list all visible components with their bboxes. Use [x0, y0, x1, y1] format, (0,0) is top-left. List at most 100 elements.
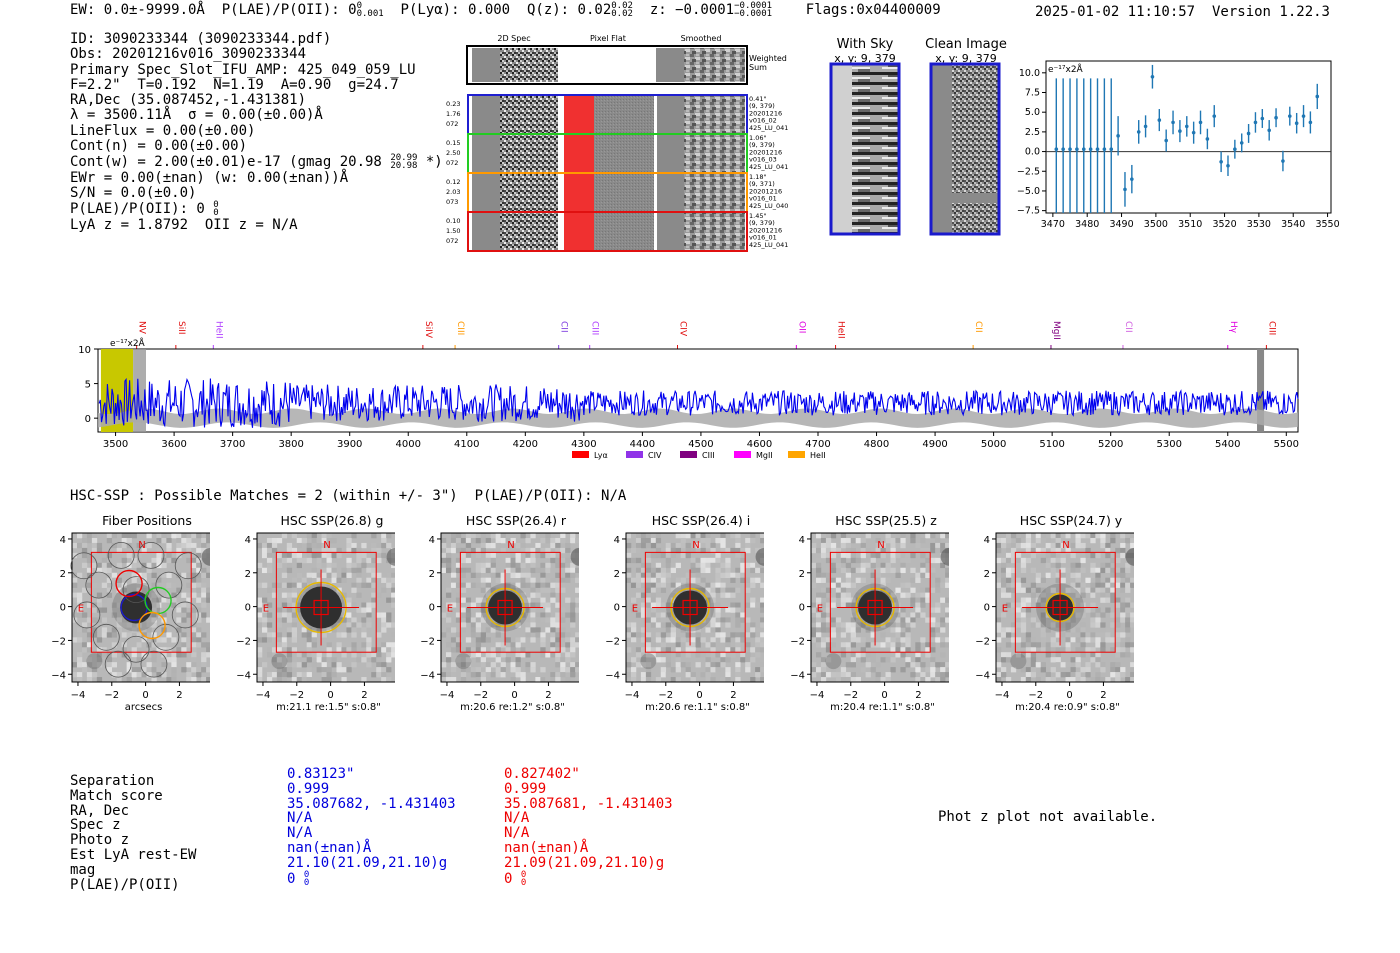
hsc-pixel: [735, 677, 741, 683]
hsc-pixel: [750, 657, 756, 663]
hsc-pixel: [495, 577, 501, 583]
center-box: [313, 599, 329, 616]
hsc-pixel: [465, 582, 472, 588]
hsc-pixel: [191, 572, 197, 578]
hsc-pixel: [555, 642, 561, 648]
hsc-pixel: [445, 627, 452, 633]
hsc-pixel: [101, 627, 108, 633]
hsc-pixel: [900, 557, 906, 564]
hsc-pixel: [391, 597, 395, 603]
hsc-pixel: [645, 602, 652, 608]
hsc-pixel: [670, 552, 676, 559]
hsc-pixel: [830, 567, 837, 574]
hsc-pixel: [710, 677, 716, 683]
hsc-pixel: [1000, 592, 1007, 598]
hsc-pixel: [470, 667, 477, 673]
hsc-pixel: [925, 617, 931, 623]
y-tick-label: −4: [605, 670, 620, 681]
hsc-pixel: [286, 557, 293, 564]
hsc-pixel: [675, 577, 681, 583]
hsc-pixel: [530, 577, 536, 583]
hsc-pixel: [835, 587, 842, 593]
hsc-pixel: [735, 602, 741, 608]
cutout-smoothed: [684, 96, 745, 133]
hsc-pixel: [480, 587, 486, 593]
hsc-pixel: [326, 672, 332, 678]
hsc-pixel: [845, 642, 852, 648]
hsc-pixel: [645, 562, 652, 569]
hsc-pixel: [441, 567, 447, 574]
hsc-pixel: [266, 557, 273, 564]
hsc-pixel: [560, 607, 566, 613]
hsc-pixel: [910, 612, 916, 618]
hsc-pixel: [885, 567, 891, 574]
hsc-panel-title: HSC SSP(26.8) g: [281, 513, 384, 528]
hsc-pixel: [545, 582, 551, 588]
hsc-pixel: [530, 637, 536, 643]
hsc-pixel: [286, 542, 293, 549]
hsc-pixel: [196, 607, 202, 613]
hsc-pixel: [915, 542, 921, 549]
hsc-pixel: [281, 617, 288, 623]
x-tick-label: −4: [71, 690, 86, 701]
cutout-right-label: v016_02: [749, 117, 777, 125]
hsc-pixel: [376, 542, 382, 549]
hsc-pixel: [1085, 552, 1091, 559]
hsc-pixel: [825, 672, 832, 678]
hsc-pixel: [710, 587, 716, 593]
hsc-pixel: [321, 657, 327, 663]
hsc-pixel: [1055, 557, 1061, 564]
hsc-pixel: [815, 667, 822, 673]
hsc-pixel: [86, 672, 93, 678]
hsc-pixel: [296, 607, 302, 613]
hsc-pixel: [196, 577, 202, 583]
cutout-flat: [594, 174, 654, 211]
hsc-pixel: [156, 547, 162, 554]
hsc-pixel: [271, 547, 278, 554]
hsc-pixel: [945, 617, 949, 623]
hsc-pixel: [835, 627, 842, 633]
hsc-pixel: [505, 637, 511, 643]
hsc-pixel: [495, 672, 501, 678]
hsc-pixel: [1090, 567, 1096, 574]
hsc-pixel: [530, 652, 536, 658]
hsc-pixel: [830, 562, 837, 569]
hsc-pixel: [86, 637, 93, 643]
hsc-pixel: [915, 662, 921, 668]
hsc-pixel: [1105, 637, 1111, 643]
hsc-pixel: [1085, 607, 1091, 613]
hsc-pixel: [1055, 642, 1061, 648]
hsc-pixel: [895, 552, 901, 559]
hsc-pixel: [685, 582, 691, 588]
hsc-pixel: [131, 652, 137, 658]
fiber-circle: [137, 541, 165, 569]
hsc-pixel: [257, 597, 263, 603]
hsc-pixel: [545, 677, 551, 683]
hsc-pixel: [455, 592, 462, 598]
hsc-pixel: [1100, 622, 1106, 628]
x-tick-label: 2: [545, 690, 551, 701]
hsc-pixel: [460, 557, 467, 564]
hsc-pixel: [675, 592, 681, 598]
data-point: [1308, 120, 1313, 125]
hsc-pixel: [1105, 547, 1111, 554]
hsc-pixel: [690, 672, 696, 678]
hsc-pixel: [1070, 597, 1076, 603]
hsc-pixel: [525, 632, 531, 638]
hsc-pixel: [450, 627, 457, 633]
hsc-pixel: [725, 612, 731, 618]
hsc-pixel: [555, 672, 561, 678]
hsc-pixel: [1105, 562, 1111, 569]
hsc-pixel: [635, 542, 642, 549]
hsc-pixel: [850, 602, 856, 608]
hsc-pixel: [366, 662, 372, 668]
hsc-pixel: [675, 547, 681, 554]
hsc-pixel: [341, 612, 347, 618]
hsc-pixel: [1020, 667, 1027, 673]
hsc-pixel: [530, 552, 536, 559]
hsc-pixel: [875, 632, 881, 638]
hsc-pixel: [391, 632, 395, 638]
hsc-pixel: [515, 667, 521, 673]
hsc-pixel: [136, 677, 142, 683]
hsc-pixel: [655, 572, 662, 578]
